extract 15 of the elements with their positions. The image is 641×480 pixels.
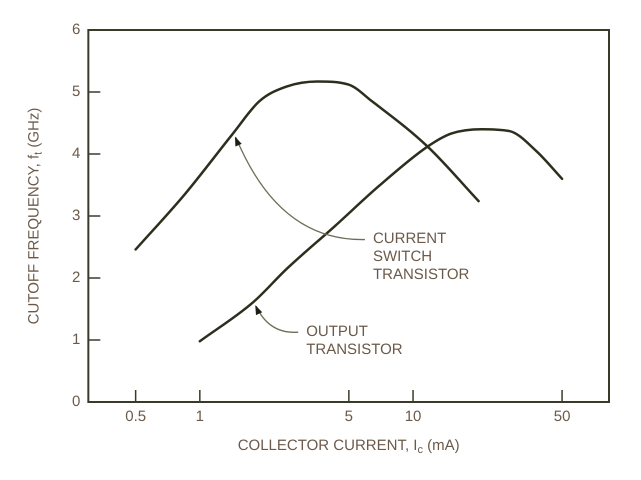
x-tick-label: 0.5 [125, 408, 146, 426]
y-tick-label: 2 [72, 269, 80, 286]
annotation: OUTPUT TRANSISTOR [306, 322, 403, 358]
y-tick-label: 4 [72, 145, 80, 162]
annotation: CURRENT SWITCH TRANSISTOR [372, 230, 470, 284]
x-tick-label: 5 [344, 408, 354, 426]
y-tick-label: 6 [72, 21, 80, 38]
y-tick-label: 1 [72, 331, 80, 348]
y-tick-label: 3 [72, 207, 80, 224]
x-tick-label: 1 [196, 408, 204, 426]
y-tick-label: 0 [72, 393, 80, 410]
x-tick-label: 10 [404, 408, 422, 426]
y-axis-title: CUTOFF FREQUENCY, ft (GHz) [25, 108, 44, 324]
y-tick-label: 5 [72, 83, 80, 100]
x-tick-label: 50 [554, 408, 570, 426]
